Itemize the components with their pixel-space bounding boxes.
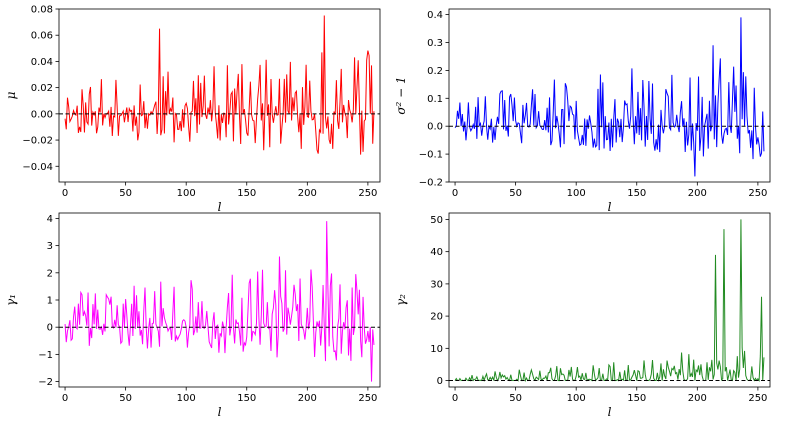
y-tick-label: −0.04: [22, 162, 53, 173]
y-tick-label: 2: [47, 268, 53, 279]
x-axis-label: l: [608, 405, 612, 419]
panel-top-left: 0 50 100 150 200 250 −0.04 −0.02 0.00 0.02 0.04 0.0…: [4, 5, 381, 214]
y-tick-label: −1: [38, 350, 53, 361]
y-axis-label: γ₂: [394, 294, 408, 306]
y-tick-label: −2: [38, 377, 53, 388]
y-tick-label: 0.00: [31, 109, 53, 120]
x-tick-label: 200: [298, 188, 317, 199]
series-line: [64, 15, 375, 155]
x-tick-label: 200: [688, 188, 707, 199]
x-tick-label: 50: [509, 188, 522, 199]
y-tick-label: 40: [430, 247, 443, 258]
x-tick-label: 200: [688, 393, 707, 404]
y-tick-label: 0.02: [31, 83, 53, 94]
x-tick-label: 150: [627, 393, 646, 404]
y-tick-label: 0.1: [427, 94, 443, 105]
x-tick-label: 100: [177, 393, 196, 404]
x-tick-label: 250: [358, 393, 377, 404]
x-tick-label: 0: [452, 393, 458, 404]
x-tick-label: 150: [627, 188, 646, 199]
y-tick-label: 3: [47, 241, 53, 252]
y-tick-label: 10: [430, 344, 443, 355]
y-tick-label: 0.4: [427, 10, 443, 21]
y-tick-label: 0.3: [427, 38, 443, 49]
y-tick-label: 30: [430, 279, 443, 290]
panel-bottom-left: 0 50 100 150 200 250 −2 −1 0 1 2 3 4 l γ₁: [4, 212, 381, 419]
x-tick-label: 0: [62, 393, 68, 404]
axes-frame: [58, 8, 381, 183]
x-tick-label: 0: [452, 188, 458, 199]
x-tick-label: 250: [358, 188, 377, 199]
axes-frame: [448, 8, 771, 183]
y-tick-label: 20: [430, 312, 443, 323]
y-tick-label: −0.02: [22, 136, 53, 147]
series-line: [454, 219, 765, 383]
y-tick-label: 50: [430, 215, 443, 226]
series-line: [454, 17, 765, 177]
y-tick-label: 0.06: [31, 31, 53, 42]
y-axis-label: μ: [4, 91, 18, 99]
y-tick-label: −0.2: [419, 178, 443, 189]
axes-frame: [448, 212, 771, 388]
x-tick-label: 50: [119, 188, 132, 199]
y-tick-label: 0.0: [427, 122, 443, 133]
y-axis-label: γ₁: [4, 294, 18, 306]
panel-top-right: 0 50 100 150 200 250 −0.2 −0.1 0.0 0.1 0.2 0.3 0.4 l σ…: [394, 8, 771, 214]
series-line: [64, 221, 375, 382]
x-tick-label: 50: [119, 393, 132, 404]
y-tick-label: 4: [47, 214, 53, 225]
x-tick-label: 200: [298, 393, 317, 404]
x-axis-label: l: [218, 200, 222, 214]
y-axis-label: σ² − 1: [394, 76, 408, 114]
x-axis-label: l: [608, 200, 612, 214]
y-tick-label: 0.04: [31, 57, 53, 68]
y-tick-label: −0.1: [419, 150, 443, 161]
x-tick-label: 50: [509, 393, 522, 404]
x-tick-label: 0: [62, 188, 68, 199]
y-tick-label: 0.2: [427, 66, 443, 77]
x-tick-label: 150: [237, 188, 256, 199]
x-tick-label: 150: [237, 393, 256, 404]
y-tick-label: 0: [47, 323, 53, 334]
x-tick-label: 250: [748, 393, 767, 404]
x-axis-label: l: [218, 405, 222, 419]
x-tick-label: 100: [567, 393, 586, 404]
x-tick-label: 100: [177, 188, 196, 199]
x-tick-label: 250: [748, 188, 767, 199]
y-tick-label: 0.08: [31, 5, 53, 16]
x-tick-label: 100: [567, 188, 586, 199]
panel-bottom-right: 0 50 100 150 200 250 0 10 20 30 40 50 l γ₂: [394, 212, 771, 419]
y-tick-label: 1: [47, 296, 53, 307]
y-tick-label: 0: [437, 376, 443, 387]
